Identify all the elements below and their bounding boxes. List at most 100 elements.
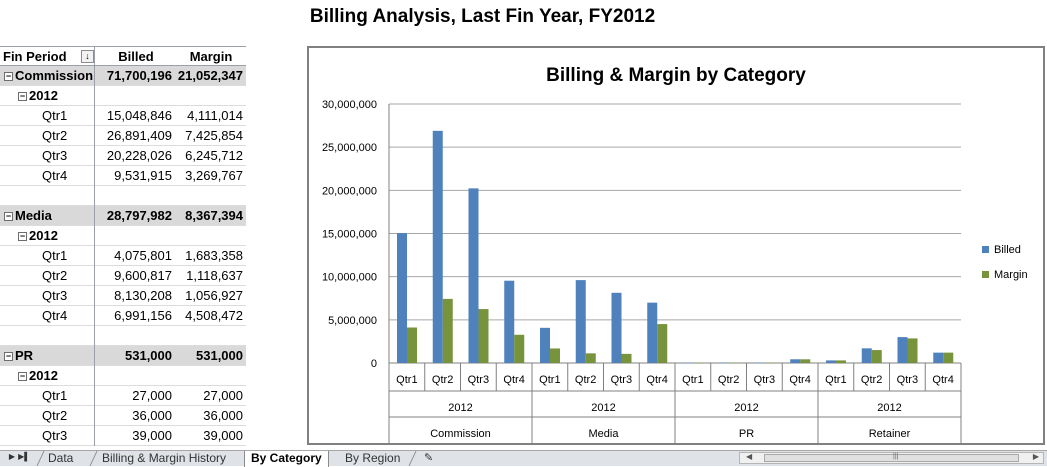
x-tick-label: Qtr4 <box>646 374 667 386</box>
x-tick-label: Qtr3 <box>897 374 918 386</box>
category-label: PR <box>739 428 754 440</box>
bar-margin <box>657 324 668 363</box>
row-label: Qtr4 <box>42 168 68 183</box>
margin-value: 1,056,927 <box>185 288 243 303</box>
x-tick-label: Qtr1 <box>682 374 703 386</box>
margin-value: 27,000 <box>203 388 243 403</box>
bar-margin <box>943 352 954 363</box>
margin-value: 21,052,347 <box>177 68 243 83</box>
chart-title: Billing & Margin by Category <box>546 65 806 86</box>
header-margin: Margin <box>189 49 233 64</box>
quarter-row: Qtr2 36,000 36,000 <box>0 406 246 426</box>
margin-value <box>176 226 246 246</box>
scrollbar-thumb[interactable]: ||| <box>764 453 1019 462</box>
collapse-icon[interactable]: − <box>4 211 13 221</box>
billed-value <box>96 226 176 246</box>
margin-value: 6,245,712 <box>185 148 243 163</box>
billed-value <box>96 366 176 386</box>
legend-label-margin: Margin <box>994 269 1028 281</box>
insert-sheet-icon[interactable]: ✎ <box>424 452 434 464</box>
bar-billed <box>933 352 944 363</box>
bar-margin <box>442 298 453 363</box>
tab-by-region[interactable]: By Region <box>345 451 401 465</box>
tab-data[interactable]: Data <box>48 451 74 465</box>
scroll-left-icon[interactable]: ◀ <box>746 452 753 461</box>
x-tick-label: Qtr2 <box>575 374 596 386</box>
margin-value: 39,000 <box>203 428 243 443</box>
pivot-header-row: Fin Period ↓ Billed Margin <box>0 46 246 67</box>
bar-billed <box>718 362 729 364</box>
first-sheet-icon[interactable]: ▶ <box>8 452 16 461</box>
billed-value: 531,000 <box>125 348 172 363</box>
bar-margin <box>407 327 417 363</box>
next-sheet-icon[interactable]: ▶▌ <box>18 452 30 461</box>
bar-billed <box>683 362 693 364</box>
header-fin-period[interactable]: Fin Period ↓ <box>0 47 95 67</box>
report-title: Billing Analysis, Last Fin Year, FY2012 <box>309 6 656 27</box>
scroll-right-icon[interactable]: ▶ <box>1032 452 1039 461</box>
chart-area[interactable]: Billing & Margin by Category 0 5,000,000 10… <box>307 46 1045 445</box>
margin-value: 1,683,358 <box>185 248 243 263</box>
row-label: 2012 <box>29 228 58 243</box>
billed-value: 9,531,915 <box>114 168 172 183</box>
bar-billed <box>861 348 872 363</box>
legend-label-billed: Billed <box>994 244 1021 256</box>
bar-margin <box>478 309 489 363</box>
row-label: Qtr3 <box>42 148 68 163</box>
x-tick-label: Qtr3 <box>468 374 489 386</box>
billed-value: 4,075,801 <box>114 248 172 263</box>
row-label-cell: − Commission <box>0 66 95 86</box>
collapse-icon[interactable]: − <box>4 351 13 361</box>
margin-value: 36,000 <box>203 408 243 423</box>
billed-value: 6,991,156 <box>114 308 172 323</box>
row-label: Qtr1 <box>42 108 68 123</box>
quarter-row: Qtr2 26,891,409 7,425,854 <box>0 126 246 146</box>
tab-by-category[interactable]: By Category <box>244 451 329 467</box>
collapse-icon[interactable]: − <box>18 371 27 381</box>
bar-margin <box>728 362 739 364</box>
header-billed: Billed <box>118 49 154 64</box>
bar-billed <box>504 280 515 363</box>
legend-swatch-margin <box>982 271 989 278</box>
y-tick-label: 15,000,000 <box>322 229 377 241</box>
quarter-row: Qtr3 8,130,208 1,056,927 <box>0 286 246 306</box>
grip-icon: ||| <box>893 453 899 460</box>
margin-value <box>176 186 246 206</box>
y-tick-label: 0 <box>371 358 377 370</box>
y-tick-label: 5,000,000 <box>328 315 377 327</box>
row-label-cell: Qtr3 <box>0 426 95 446</box>
legend-swatch-billed <box>982 246 989 253</box>
billed-value <box>96 326 176 346</box>
bar-billed <box>611 292 622 363</box>
margin-value <box>176 326 246 346</box>
row-label: PR <box>15 348 34 363</box>
billed-value <box>96 186 176 206</box>
tab-billing-margin-history[interactable]: Billing & Margin History <box>102 451 227 465</box>
billed-value: 39,000 <box>132 428 172 443</box>
row-label-cell: − PR <box>0 346 95 366</box>
margin-value: 531,000 <box>196 348 243 363</box>
year-label: 2012 <box>591 402 615 414</box>
bar-billed <box>468 188 479 363</box>
billed-value: 15,048,846 <box>106 108 172 123</box>
collapse-icon[interactable]: − <box>4 71 13 81</box>
row-label: Qtr3 <box>42 288 68 303</box>
x-tick-label: Qtr4 <box>503 374 524 386</box>
row-label-cell: −2012 <box>0 366 95 386</box>
bar-margin <box>800 359 811 363</box>
bar-billed <box>540 327 550 363</box>
category-row: − PR 531,000 531,000 <box>0 346 246 366</box>
x-tick-label: Qtr2 <box>861 374 882 386</box>
bar-billed <box>647 302 658 363</box>
row-label-cell <box>0 186 95 206</box>
billed-value: 36,000 <box>132 408 172 423</box>
row-label-cell: Qtr1 <box>0 246 95 266</box>
y-tick-label: 25,000,000 <box>322 142 377 154</box>
collapse-icon[interactable]: − <box>18 231 27 241</box>
filter-sort-icon[interactable]: ↓ <box>81 50 94 63</box>
horizontal-scrollbar[interactable]: ◀ ||| ▶ <box>739 452 1044 464</box>
year-row: −2012 <box>0 86 246 106</box>
collapse-icon[interactable]: − <box>18 91 27 101</box>
category-label: Media <box>589 428 620 440</box>
row-label-cell: Qtr2 <box>0 406 95 426</box>
